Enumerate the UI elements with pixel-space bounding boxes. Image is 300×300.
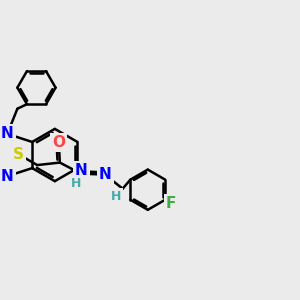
Text: H: H [71, 177, 81, 190]
Text: N: N [1, 169, 14, 184]
Text: S: S [13, 146, 24, 161]
Text: O: O [52, 135, 65, 150]
Text: H: H [111, 190, 121, 203]
Text: N: N [1, 126, 14, 141]
Text: N: N [75, 163, 88, 178]
Text: F: F [166, 196, 176, 211]
Text: N: N [99, 167, 111, 182]
